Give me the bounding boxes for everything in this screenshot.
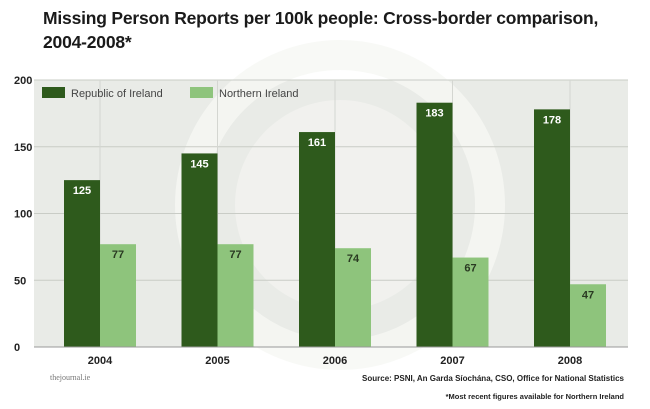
bar-republic-of-ireland <box>181 153 218 347</box>
bar-northern-ireland <box>100 244 136 347</box>
bar-northern-ireland <box>452 257 489 347</box>
footnote: *Most recent figures available for North… <box>445 392 624 401</box>
x-tick-label: 2008 <box>558 355 582 367</box>
y-tick-label: 150 <box>14 142 32 154</box>
bar-northern-ireland <box>335 248 371 347</box>
brand-logo-text: thejournal.ie <box>50 373 91 382</box>
x-tick-label: 2005 <box>205 355 229 367</box>
bar-republic-of-ireland <box>534 109 570 348</box>
legend-swatch <box>190 87 213 98</box>
data-label: 145 <box>190 158 208 170</box>
x-tick-label: 2007 <box>440 355 464 367</box>
x-tick-label: 2006 <box>323 355 347 367</box>
data-label: 77 <box>112 249 124 261</box>
bar-republic-of-ireland <box>299 132 335 347</box>
watermark-seal-center <box>235 100 445 310</box>
data-label: 125 <box>73 185 91 197</box>
data-label: 67 <box>464 263 476 275</box>
legend-label: Republic of Ireland <box>71 88 163 100</box>
bar-republic-of-ireland <box>416 102 453 347</box>
source-note: Source: PSNI, An Garda Síochána, CSO, Of… <box>362 374 624 383</box>
bar-northern-ireland <box>570 284 606 347</box>
data-label: 74 <box>347 253 360 265</box>
data-label: 178 <box>543 114 561 126</box>
data-label: 47 <box>582 289 594 301</box>
y-tick-label: 50 <box>14 275 26 287</box>
y-tick-label: 100 <box>14 209 32 221</box>
legend-swatch <box>42 87 65 98</box>
chart-title: Missing Person Reports per 100k people: … <box>43 8 599 52</box>
bar-northern-ireland <box>217 244 254 347</box>
y-tick-label: 200 <box>14 75 32 87</box>
bar-republic-of-ireland <box>64 180 100 347</box>
legend-label: Northern Ireland <box>219 88 299 100</box>
data-label: 161 <box>308 137 326 149</box>
x-tick-label: 2004 <box>88 355 113 367</box>
data-label: 183 <box>425 108 443 120</box>
data-label: 77 <box>229 249 241 261</box>
y-tick-label: 0 <box>14 342 20 354</box>
